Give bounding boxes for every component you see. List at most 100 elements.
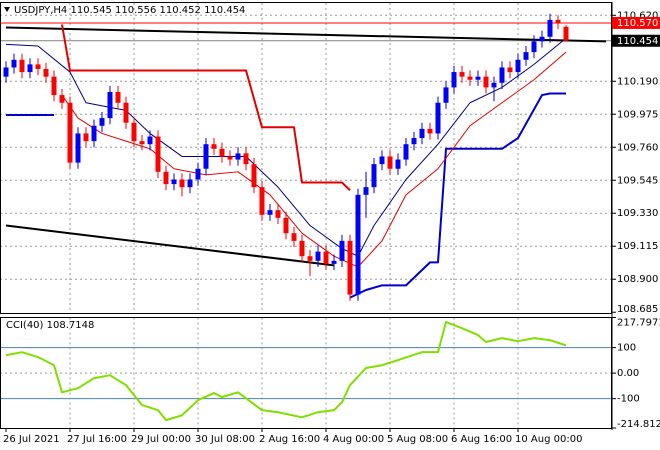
candle-body [219,148,225,157]
indicator-line [5,321,567,422]
y-tick-label: 109.975 [617,109,658,120]
candle-body [259,187,265,215]
candle-body [115,92,121,103]
candle-body [291,233,297,241]
candle-body [419,128,425,139]
candle-body [211,144,217,149]
candle-body [275,210,281,218]
candle-body [163,171,169,185]
x-tick-label: 10 Aug 00:00 [515,434,582,445]
y-tick-label: 109.545 [617,175,658,186]
y-tick-label: 110.190 [617,76,658,87]
candle-body [387,156,393,169]
candle-body [555,19,561,23]
candle-body [467,76,473,80]
candle-body [443,87,449,103]
candle-body [395,159,401,169]
candle-body [235,153,241,160]
y-tick-label: 110.620 [617,10,658,21]
candle-body [315,251,321,261]
candle-body [203,144,209,169]
collapse-arrow [4,7,10,12]
y-tick-label: 108.685 [617,304,658,315]
candle-body [355,194,361,295]
candle-body [171,179,177,185]
candle-body [179,179,185,188]
candle-body [483,76,489,88]
y-tick-label: 109.330 [617,208,658,219]
candle-body [539,36,545,42]
candle-body [523,52,529,60]
candle-body [283,217,289,234]
candle-body [531,41,537,53]
y-tick-label: 217.7971 [617,318,660,329]
candle-body [515,59,521,73]
candle-body [451,72,457,88]
y-tick-label: -214.8128 [617,419,660,430]
candle-body [251,164,257,188]
candle-body [347,240,353,295]
candle-body [491,82,497,88]
x-tick-label: 2 Aug 16:00 [259,434,320,445]
price-box [612,16,660,29]
candle-body [147,136,153,145]
cci-title: CCI(40) 108.7148 [6,320,94,331]
candle-body [123,102,129,123]
y-tick-label: 0.00 [617,368,639,379]
candle-body [35,64,41,69]
candle-body [499,67,505,83]
x-tick-label: 4 Aug 00:00 [323,434,384,445]
y-tick-label: 109.760 [617,142,658,153]
candle-body [243,153,249,165]
candle-body [547,19,553,37]
x-tick-label: 30 Jul 08:00 [195,434,255,445]
candle-body [323,251,329,264]
candle-body [3,67,9,77]
candle-body [435,102,441,134]
candle-body [75,133,81,163]
candle-body [411,138,417,145]
indicator-line [5,37,567,257]
indicator-line [6,92,566,299]
candle-body [307,256,313,261]
candle-body [299,240,305,257]
candle-body [91,125,97,142]
candle-body [475,76,481,80]
indicator-line [5,26,607,43]
candle-body [83,133,89,142]
price-box-label: 110.570 [617,18,658,29]
candle-body [155,136,161,172]
candle-body [43,68,49,77]
candle-body [227,156,233,160]
y-tick-label: 108.900 [617,274,658,285]
candle-body [19,59,25,73]
candle-body [339,240,345,261]
candle-body [11,59,17,68]
x-tick-label: 26 Jul 2021 [3,434,60,445]
x-tick-label: 27 Jul 16:00 [67,434,127,445]
y-tick-label: -100 [617,394,640,405]
candle-body [267,210,273,215]
candle-body [131,122,137,142]
candle-body [331,260,337,264]
chart-title: USDJPY,H4 110.545 110.556 110.452 110.45… [14,5,245,16]
x-tick-label: 29 Jul 00:00 [131,434,191,445]
candle-body [507,67,513,73]
candle-body [427,128,433,134]
candle-body [139,141,145,145]
indicator-line [61,24,351,191]
indicator-line [5,224,335,267]
candle-body [379,156,385,165]
candle-body [51,76,57,96]
candle-body [107,92,113,119]
candle-body [371,164,377,188]
x-tick-label: 6 Aug 16:00 [451,434,512,445]
candle-body [195,168,201,180]
indicator-line [61,51,567,268]
price-box-label: 110.454 [617,36,658,47]
candle-body [187,179,193,188]
y-tick-label: 109.115 [617,241,658,252]
candle-body [99,118,105,126]
price-box [612,34,660,47]
candle-body [67,102,73,163]
